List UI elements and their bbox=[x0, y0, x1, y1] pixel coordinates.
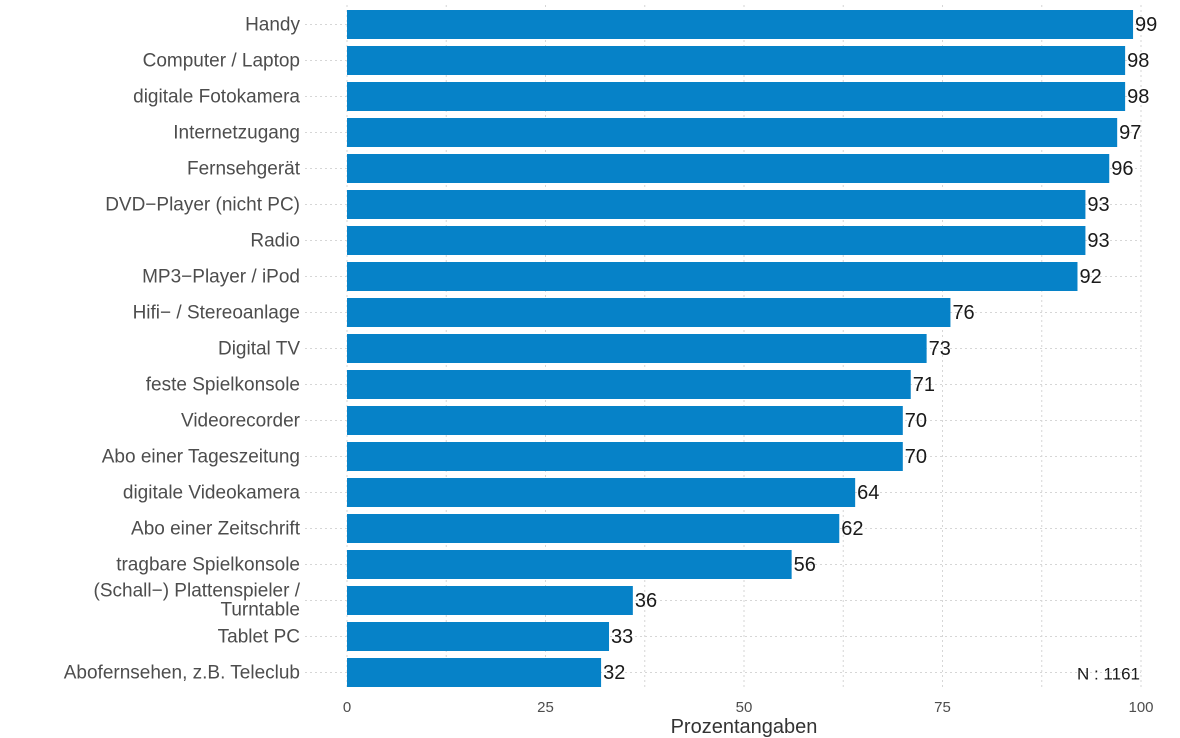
value-label: 70 bbox=[905, 410, 927, 432]
value-label: 64 bbox=[857, 482, 879, 504]
bar bbox=[347, 190, 1086, 219]
value-label: 99 bbox=[1135, 14, 1157, 36]
bar bbox=[347, 622, 610, 651]
x-tick-label: 50 bbox=[736, 699, 753, 716]
x-axis-ticks: 0 25 50 75 100 bbox=[343, 699, 1154, 716]
category-label: Videorecorder bbox=[181, 411, 301, 432]
category-label: digitale Videokamera bbox=[123, 483, 301, 504]
category-label: DVD−Player (nicht PC) bbox=[105, 195, 300, 216]
x-tick-label: 0 bbox=[343, 699, 351, 716]
bar bbox=[347, 514, 840, 543]
category-label: Hifi− / Stereoanlage bbox=[133, 303, 300, 324]
category-label: Internetzugang bbox=[173, 123, 300, 144]
bars bbox=[347, 10, 1134, 687]
x-tick-label: 75 bbox=[934, 699, 951, 716]
bar bbox=[347, 82, 1126, 111]
category-label: Digital TV bbox=[218, 339, 300, 360]
value-label: 62 bbox=[841, 518, 863, 540]
x-tick-label: 100 bbox=[1128, 699, 1153, 716]
category-label: MP3−Player / iPod bbox=[142, 267, 300, 288]
category-label: Abo einer Zeitschrift bbox=[131, 519, 301, 540]
bar bbox=[347, 550, 792, 579]
value-label: 36 bbox=[635, 590, 657, 612]
value-label: 70 bbox=[905, 446, 927, 468]
bar bbox=[347, 46, 1126, 75]
value-label: 33 bbox=[611, 626, 633, 648]
value-label: 98 bbox=[1127, 86, 1149, 108]
value-label: 71 bbox=[913, 374, 935, 396]
value-label: 56 bbox=[794, 554, 816, 576]
bar bbox=[347, 370, 911, 399]
value-label: 73 bbox=[929, 338, 951, 360]
value-label: 97 bbox=[1119, 122, 1141, 144]
category-label: tragbare Spielkonsole bbox=[116, 555, 300, 576]
bar bbox=[347, 154, 1110, 183]
category-label: Fernsehgerät bbox=[187, 159, 301, 180]
bar bbox=[347, 10, 1134, 39]
value-label: 32 bbox=[603, 662, 625, 684]
value-label: 92 bbox=[1079, 266, 1101, 288]
value-label: 93 bbox=[1087, 194, 1109, 216]
bar bbox=[347, 334, 927, 363]
category-label: Tablet PC bbox=[218, 627, 300, 648]
category-label: Radio bbox=[250, 231, 300, 252]
category-label: digitale Fotokamera bbox=[133, 87, 300, 108]
category-labels: Handy Computer / Laptop digitale Fotokamer… bbox=[64, 15, 301, 684]
category-label: Abo einer Tageszeitung bbox=[102, 447, 300, 468]
x-tick-label: 25 bbox=[537, 699, 554, 716]
bar bbox=[347, 262, 1078, 291]
bar bbox=[347, 226, 1086, 255]
value-label: 96 bbox=[1111, 158, 1133, 180]
value-label: 76 bbox=[952, 302, 974, 324]
bar bbox=[347, 586, 633, 615]
bar bbox=[347, 658, 602, 687]
sample-size-note: N : 1161 bbox=[1077, 664, 1140, 683]
value-label: 98 bbox=[1127, 50, 1149, 72]
bar bbox=[347, 118, 1118, 147]
category-label: Handy bbox=[245, 15, 300, 36]
bar bbox=[347, 406, 903, 435]
bar bbox=[347, 442, 903, 471]
category-label: Computer / Laptop bbox=[143, 51, 300, 72]
value-label: 93 bbox=[1087, 230, 1109, 252]
category-label: Abofernsehen, z.B. Teleclub bbox=[64, 663, 300, 684]
category-label: (Schall−) Plattenspieler / Turntable bbox=[94, 581, 301, 621]
category-label: feste Spielkonsole bbox=[146, 375, 300, 396]
bar bbox=[347, 478, 856, 507]
x-axis-title: Prozentangaben bbox=[671, 716, 818, 738]
bar bbox=[347, 298, 951, 327]
